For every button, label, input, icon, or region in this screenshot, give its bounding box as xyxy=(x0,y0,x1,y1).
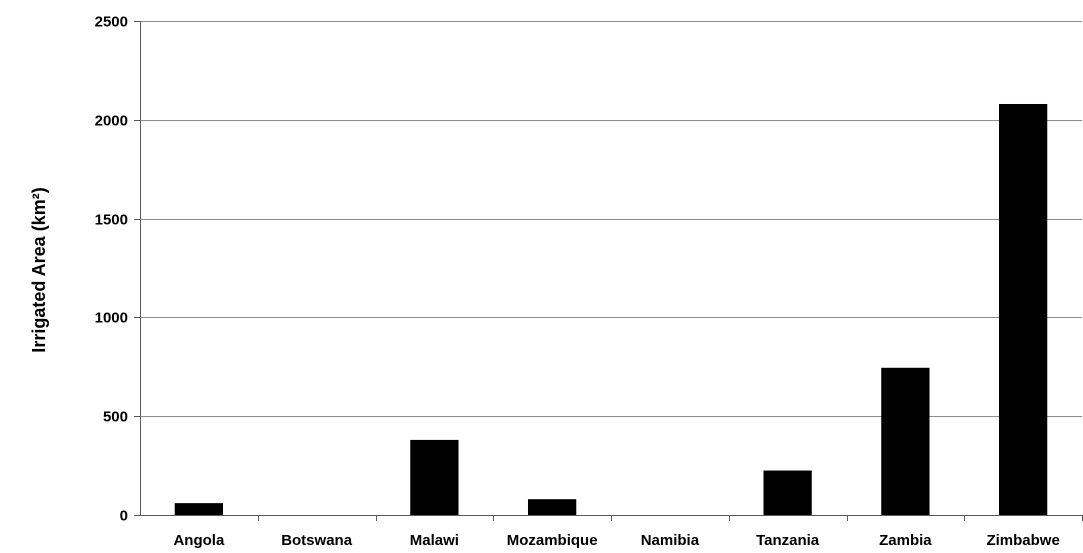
x-tick-label: Zimbabwe xyxy=(986,532,1059,549)
x-tick-label: Namibia xyxy=(641,532,700,549)
x-tick-label: Tanzania xyxy=(756,532,820,549)
x-tick-label: Malawi xyxy=(410,532,459,549)
y-tick-label: 500 xyxy=(103,409,128,426)
x-tick-label: Angola xyxy=(173,532,224,549)
x-tick-label: Botswana xyxy=(281,532,353,549)
x-tick-label: Mozambique xyxy=(507,532,598,549)
bar-tanzania xyxy=(763,470,812,515)
x-tick-labels: Angola Botswana Malawi Mozambique Namibia Tan… xyxy=(173,532,1059,549)
bar-angola xyxy=(174,503,224,515)
bar-zambia xyxy=(881,367,930,515)
y-tick-label: 0 xyxy=(120,508,128,525)
y-tick-label: 1000 xyxy=(95,310,128,327)
y-tick-label: 2000 xyxy=(95,113,128,130)
bar-zimbabwe xyxy=(998,103,1048,515)
y-tick-labels: 0 500 1000 1500 2000 2500 xyxy=(95,14,128,525)
axes xyxy=(134,21,1083,521)
x-tick-label: Zambia xyxy=(879,532,932,549)
y-tick-label: 2500 xyxy=(95,14,128,31)
bars xyxy=(174,103,1048,515)
bar-mozambique xyxy=(527,499,577,515)
bar-malawi xyxy=(410,439,459,515)
y-tick-label: 1500 xyxy=(95,212,128,229)
y-axis-title: Irrigated Area (km²) xyxy=(29,187,49,352)
gridlines xyxy=(140,21,1082,417)
